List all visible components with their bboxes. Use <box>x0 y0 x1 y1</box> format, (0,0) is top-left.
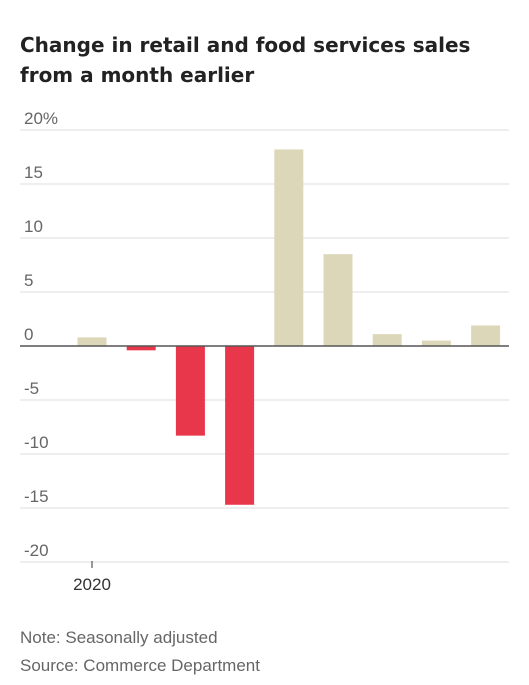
bar <box>77 337 107 346</box>
axes <box>20 345 509 568</box>
chart-notes: Note: Seasonally adjusted Source: Commer… <box>20 624 260 680</box>
tick-labels: 20% 15 10 5 0 -5 -10 -15 -20 2020 <box>24 109 111 594</box>
bar <box>126 346 156 351</box>
bar <box>323 254 353 346</box>
bars <box>77 149 501 505</box>
y-tick-label: -15 <box>24 487 49 506</box>
source-text: Source: Commerce Department <box>20 656 260 675</box>
bar <box>372 334 402 346</box>
note-text: Note: Seasonally adjusted <box>20 628 218 647</box>
y-tick-label: -20 <box>24 541 49 560</box>
y-tick-label: 15 <box>24 163 43 182</box>
gridlines <box>20 129 509 563</box>
y-tick-label: 10 <box>24 217 43 236</box>
bar <box>175 346 205 436</box>
bar <box>274 149 304 346</box>
y-tick-label: 5 <box>24 271 33 290</box>
chart-title: Change in retail and food services sales… <box>20 33 471 87</box>
y-tick-label: -10 <box>24 433 49 452</box>
bar <box>421 340 451 346</box>
y-tick-label: -5 <box>24 379 39 398</box>
bar <box>471 325 501 346</box>
y-tick-label: 0 <box>24 325 33 344</box>
y-tick-label: 20% <box>24 109 58 128</box>
x-tick-label: 2020 <box>73 575 111 594</box>
bar <box>225 346 255 505</box>
